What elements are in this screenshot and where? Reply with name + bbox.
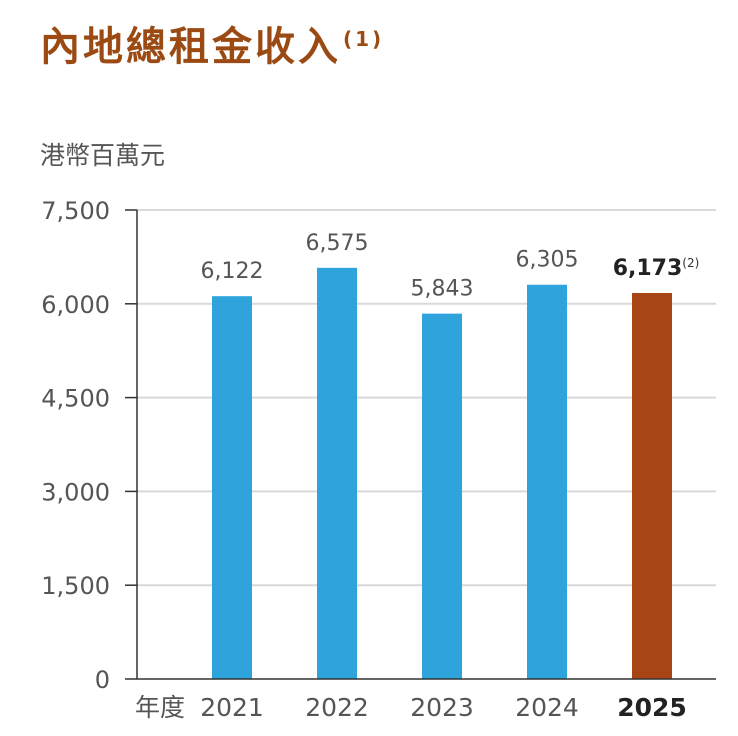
value-footnote: (2) bbox=[682, 256, 699, 270]
x-category-label: 2025 bbox=[617, 693, 687, 722]
bar-value-label: 6,173(2) bbox=[613, 256, 700, 281]
chart-title-text: 內地總租金收入 bbox=[40, 24, 341, 70]
bar-value-text: 6,173 bbox=[613, 256, 683, 281]
bar bbox=[212, 296, 252, 679]
title-footnote: (1) bbox=[343, 26, 385, 51]
y-tick-label: 3,000 bbox=[41, 478, 110, 506]
x-category-label: 2023 bbox=[410, 693, 474, 722]
y-tick-label: 4,500 bbox=[41, 385, 110, 413]
x-category-label: 2021 bbox=[200, 693, 264, 722]
bar bbox=[527, 284, 567, 679]
y-tick-label: 1,500 bbox=[41, 572, 110, 600]
x-category-label: 2024 bbox=[515, 693, 579, 722]
highlight-bar bbox=[632, 292, 672, 679]
y-tick-label: 0 bbox=[95, 666, 110, 694]
y-tick-label: 7,500 bbox=[41, 197, 110, 225]
bar bbox=[317, 267, 357, 679]
bar bbox=[422, 313, 462, 679]
bar-value-label: 5,843 bbox=[411, 277, 474, 302]
bar-value-label: 6,305 bbox=[516, 248, 579, 273]
bar-value-label: 6,122 bbox=[201, 259, 264, 284]
x-axis-title: 年度 bbox=[135, 693, 185, 722]
chart-title: 內地總租金收入 (1) bbox=[40, 14, 384, 72]
bar-value-label: 6,575 bbox=[306, 231, 369, 256]
y-tick-label: 6,000 bbox=[41, 291, 110, 319]
y-axis-unit-label: 港幣百萬元 bbox=[40, 141, 166, 170]
x-category-label: 2022 bbox=[305, 693, 369, 722]
